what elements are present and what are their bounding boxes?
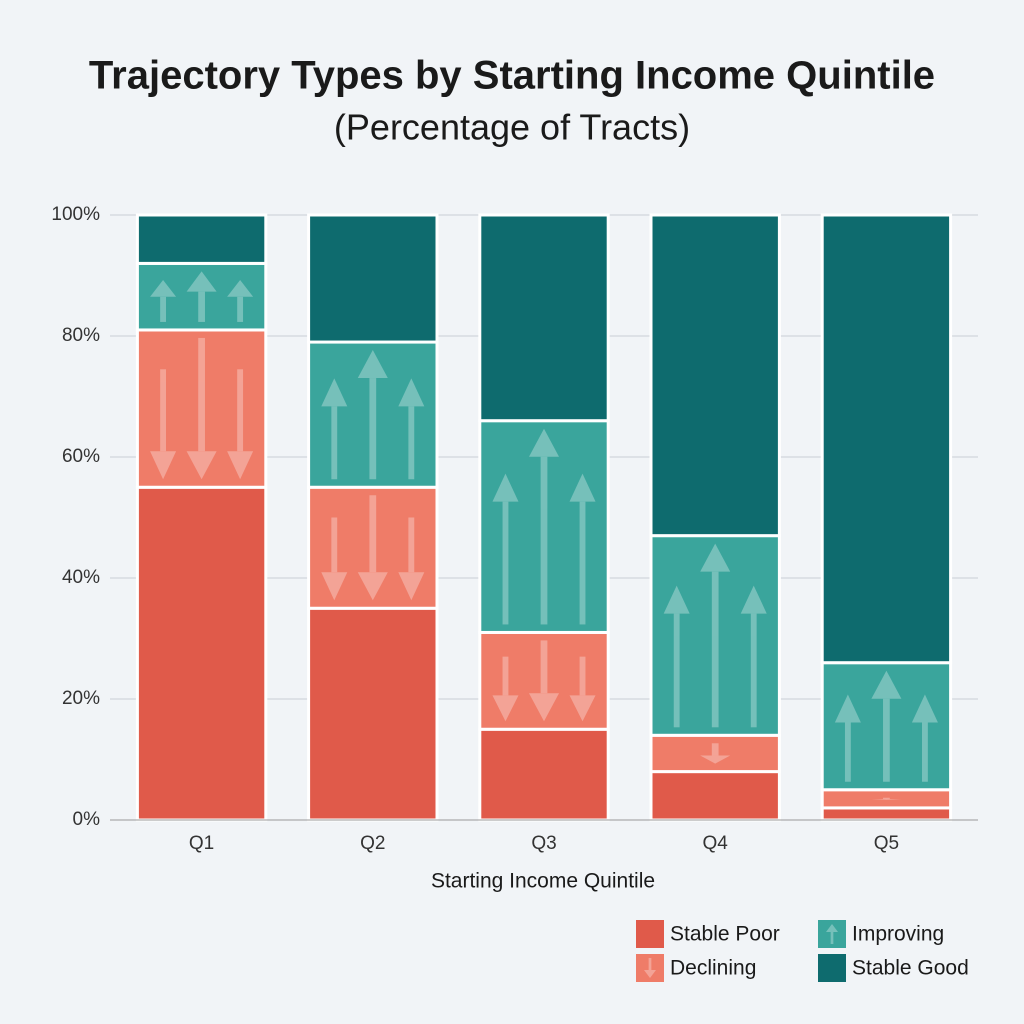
arrow-decor	[569, 656, 596, 722]
bar-segment	[649, 733, 781, 774]
legend-swatch	[818, 920, 846, 948]
y-tick-label: 40%	[62, 567, 100, 588]
bar-segment	[135, 485, 268, 822]
legend-label: Declining	[670, 957, 756, 980]
bar-segment	[135, 213, 268, 265]
arrow-decor	[321, 378, 348, 480]
arrow-decor	[492, 656, 519, 722]
arrow-decor	[871, 670, 902, 782]
legend-label: Improving	[852, 923, 944, 946]
chart-subtitle: (Percentage of Tracts)	[334, 107, 690, 148]
arrow-decor	[186, 337, 217, 480]
legend-label: Stable Good	[852, 957, 969, 980]
arrow-decor	[911, 694, 938, 782]
arrow-decor	[227, 369, 254, 480]
bar-segment	[478, 419, 610, 634]
arrow-decor	[357, 495, 388, 601]
arrow-decor	[740, 585, 767, 728]
arrow-decor	[150, 280, 177, 322]
arrow-decor	[398, 517, 425, 601]
arrow-decor	[529, 640, 559, 722]
arrow-decor	[700, 543, 731, 728]
chart-title: Trajectory Types by Starting Income Quin…	[89, 54, 935, 98]
y-tick-label: 60%	[62, 446, 100, 467]
bar-segment	[307, 213, 439, 344]
arrow-decor	[150, 369, 177, 480]
y-tick-label: 80%	[62, 325, 100, 346]
legend-label: Stable Poor	[670, 923, 780, 946]
legend-swatch	[636, 920, 664, 948]
arrow-decor	[492, 473, 519, 625]
arrow-decor	[569, 473, 596, 625]
bar-segment	[649, 770, 781, 822]
y-tick-label: 0%	[73, 809, 101, 830]
legend-swatch	[636, 954, 664, 982]
x-tick-label: Q5	[874, 833, 899, 854]
arrow-decor	[398, 378, 425, 480]
arrow-decor	[700, 743, 731, 764]
arrow-decor	[834, 694, 861, 782]
bar-segment	[649, 534, 781, 737]
arrow-decor	[826, 924, 838, 944]
arrow-decor	[321, 517, 348, 601]
x-tick-label: Q1	[189, 833, 214, 854]
bar-segment	[135, 261, 268, 332]
bar-segment	[478, 727, 610, 822]
arrow-decor	[357, 350, 388, 480]
x-tick-label: Q3	[531, 833, 556, 854]
bar-segment	[820, 806, 953, 822]
arrow-decor	[663, 585, 690, 728]
y-tick-label: 100%	[51, 204, 100, 225]
legend-swatch	[818, 954, 846, 982]
bar-segment	[649, 213, 781, 538]
bar-segment	[478, 213, 610, 423]
y-tick-label: 20%	[62, 688, 100, 709]
bar-segment	[307, 485, 439, 610]
arrow-decor	[644, 958, 656, 978]
arrow-decor	[871, 797, 902, 800]
bar-segment	[307, 606, 439, 822]
arrow-decor	[227, 280, 254, 322]
arrow-decor	[529, 428, 559, 625]
bar-segment	[820, 213, 953, 665]
bar-segment	[478, 630, 610, 731]
bar-segment	[820, 661, 953, 792]
x-tick-label: Q4	[703, 833, 729, 854]
x-tick-label: Q2	[360, 833, 385, 854]
bar-segment	[135, 328, 268, 489]
x-axis-label: Starting Income Quintile	[431, 870, 655, 893]
arrow-decor	[186, 271, 217, 322]
